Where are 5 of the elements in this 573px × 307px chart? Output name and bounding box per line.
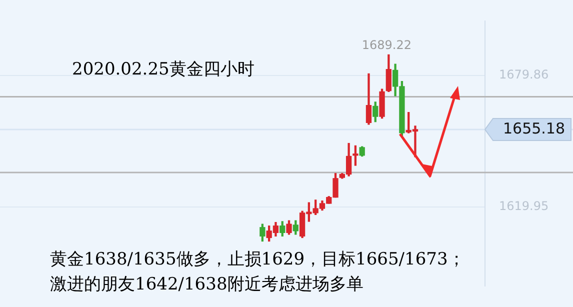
annotation: 1689.22 xyxy=(362,38,412,52)
annotation: 激进的朋友1642/1638附近考虑进场多单 xyxy=(50,274,364,294)
ref-line-label: 1655.18 xyxy=(502,119,566,138)
annotation: 黄金1638/1635做多，止损1629，目标1665/1673； xyxy=(50,249,465,270)
text: 2020.02.25黄金四小时 xyxy=(72,59,254,80)
